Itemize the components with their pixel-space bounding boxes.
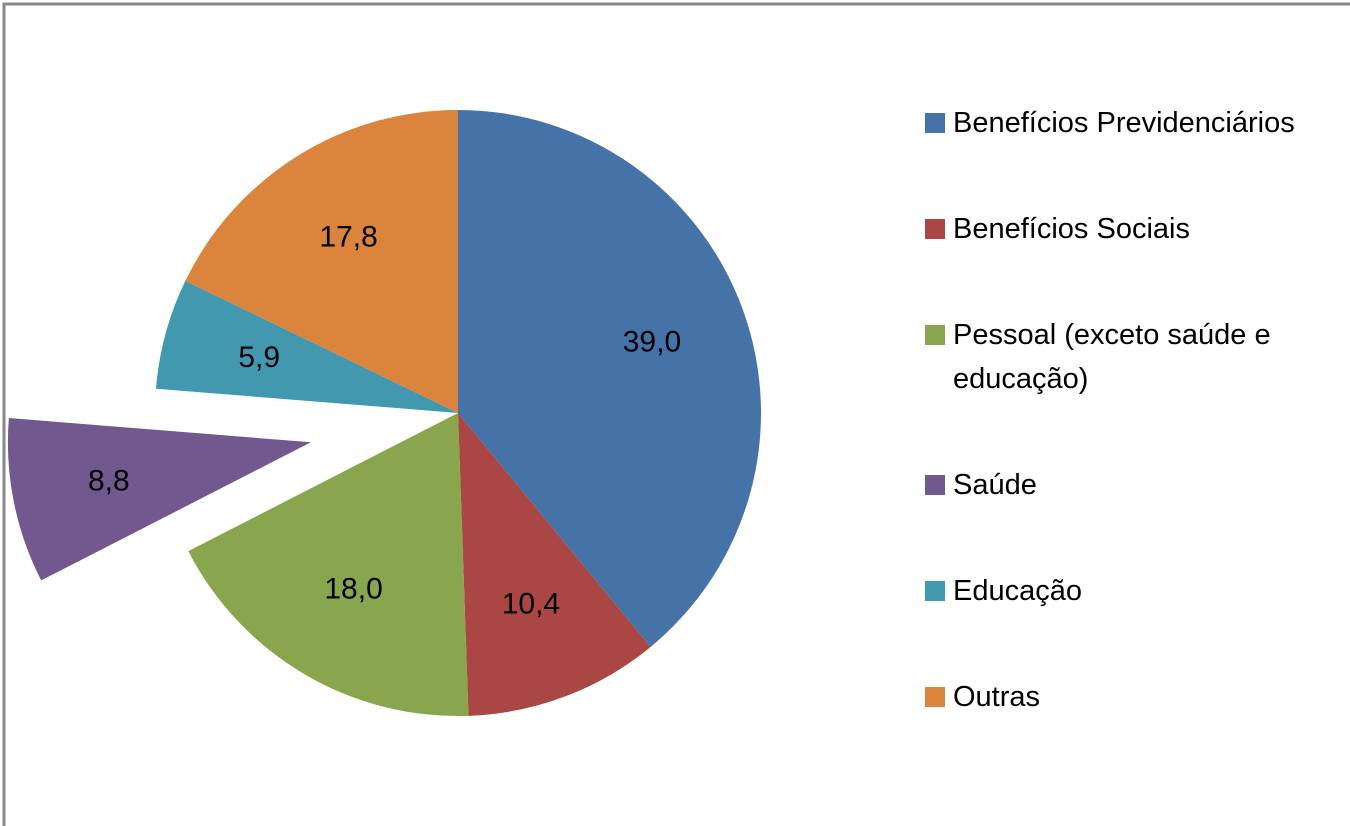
legend-swatch: [925, 687, 945, 707]
data-label: 5,9: [238, 341, 280, 374]
legend-item: Saúde: [925, 463, 1335, 507]
data-label: 18,0: [324, 573, 382, 606]
data-label: 17,8: [319, 220, 377, 253]
data-label: 39,0: [623, 325, 681, 358]
legend-item: Benefícios Sociais: [925, 207, 1335, 251]
pie-slice: [7, 418, 311, 581]
legend-swatch: [925, 113, 945, 133]
data-label: 10,4: [502, 588, 560, 621]
legend-swatch: [925, 475, 945, 495]
legend-label: Outras: [953, 681, 1041, 713]
legend: Benefícios Previdenciários Benefícios Soc…: [925, 70, 1335, 750]
legend-label: Benefícios Previdenciários: [953, 107, 1295, 139]
legend-item: Pessoal (exceto saúde e educação): [925, 313, 1335, 401]
pie-slice: [458, 110, 762, 647]
legend-swatch: [925, 325, 945, 345]
pie-slice: [185, 110, 459, 413]
pie-slice: [188, 413, 469, 716]
legend-item: Benefícios Previdenciários: [925, 101, 1335, 145]
legend-label: Educação: [953, 575, 1082, 607]
pie-slice: [155, 280, 459, 413]
data-label: 8,8: [88, 464, 130, 497]
legend-item: Outras: [925, 675, 1335, 719]
legend-label: Saúde: [953, 469, 1037, 501]
legend-swatch: [925, 581, 945, 601]
legend-label: Pessoal (exceto saúde e educação): [953, 319, 1271, 395]
legend-item: Educação: [925, 569, 1335, 613]
legend-label: Benefícios Sociais: [953, 213, 1190, 245]
pie-slice: [458, 413, 651, 716]
legend-swatch: [925, 219, 945, 239]
